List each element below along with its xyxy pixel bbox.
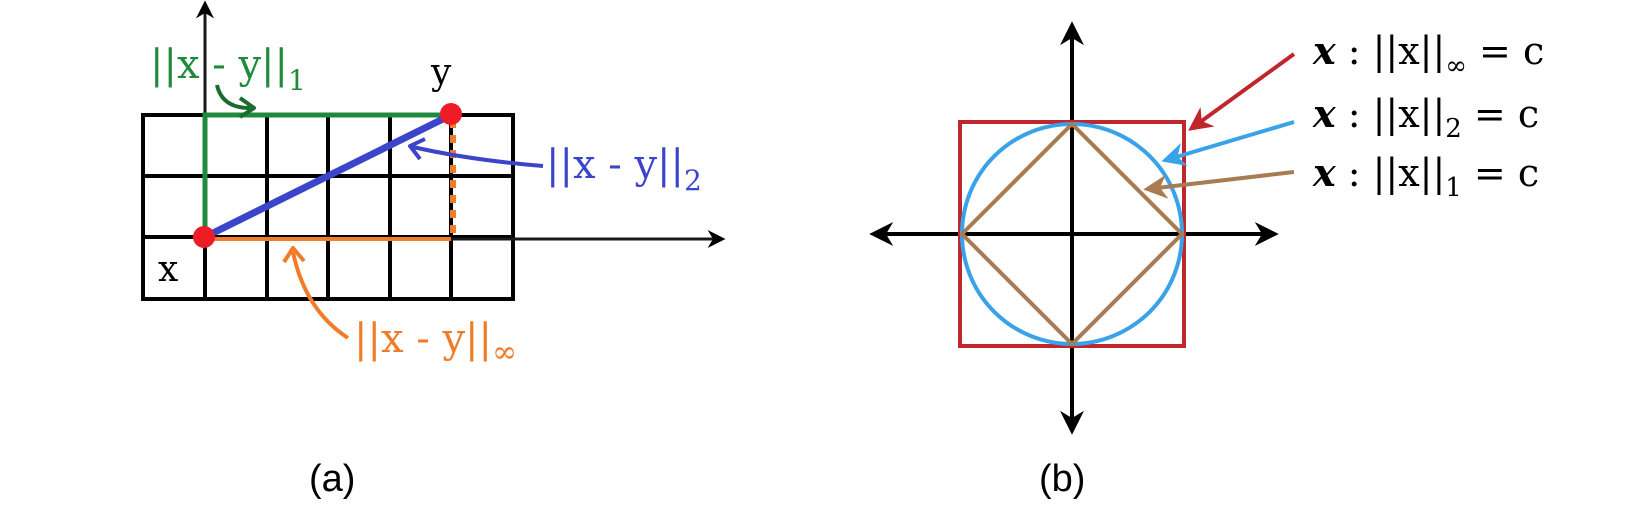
legend-arrow-1 <box>1143 170 1295 199</box>
panel-b: x : ||x||∞ = c x : ||x||2 = c x : ||x||1… <box>869 21 1544 500</box>
l2-arrowhead <box>408 137 426 161</box>
panel-a: x y ||x - y||1 ||x - y||2 ||x - y||∞ (a) <box>141 0 726 500</box>
l1-path <box>202 112 451 237</box>
point-x-label: x <box>158 249 178 290</box>
linf-label: ||x - y||∞ <box>354 316 517 370</box>
l1-label: ||x - y||1 <box>150 42 306 97</box>
grid <box>141 113 515 301</box>
point-y <box>440 103 462 125</box>
linf-arrowhead <box>282 246 306 264</box>
caption-a: (a) <box>309 458 355 500</box>
l2-path <box>203 111 453 241</box>
l2-arrow <box>412 145 544 168</box>
point-y-label: y <box>430 52 452 93</box>
legend-label-1: x : ||x||1 = c <box>1312 150 1539 203</box>
l1-arrowhead <box>238 96 256 119</box>
l2-label: ||x - y||2 <box>546 142 702 197</box>
linf-arrow <box>291 251 350 340</box>
legend-label-inf: x : ||x||∞ = c <box>1312 28 1544 81</box>
point-x <box>193 226 215 248</box>
legend-label-2: x : ||x||2 = c <box>1312 91 1539 144</box>
legend-arrow-inf <box>1188 52 1296 131</box>
l1-arrow <box>215 84 251 110</box>
legend-arrow-2 <box>1161 120 1295 167</box>
caption-b: (b) <box>1039 458 1085 500</box>
